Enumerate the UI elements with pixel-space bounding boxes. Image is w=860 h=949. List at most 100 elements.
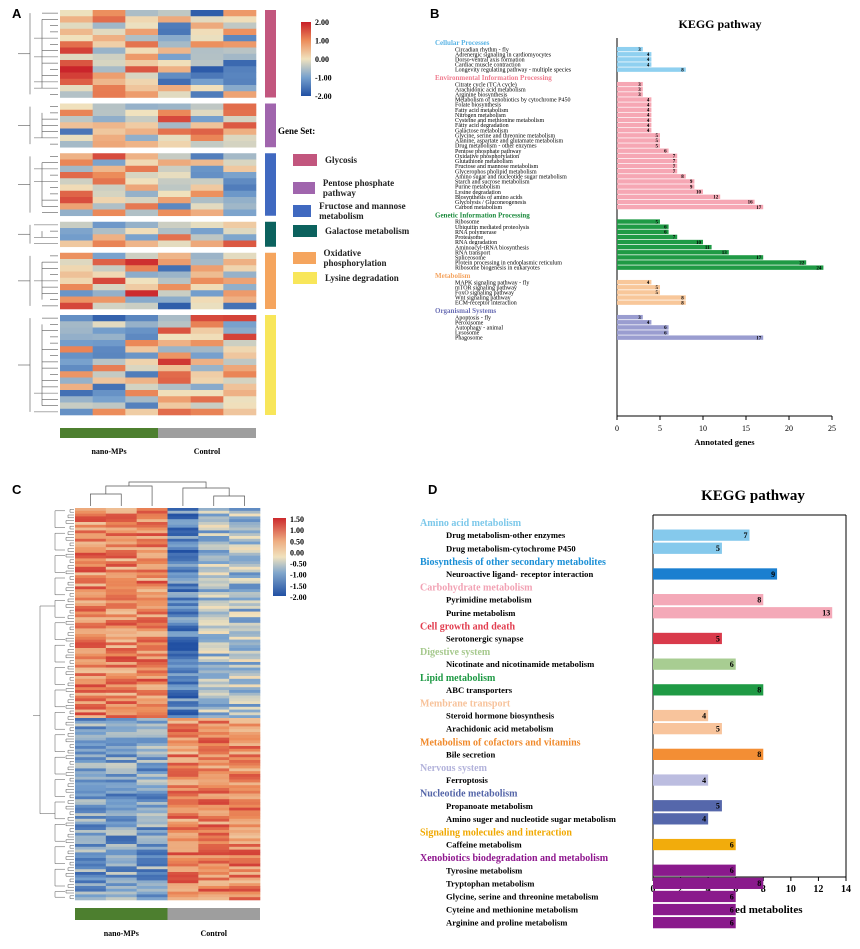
heatmap-cell (125, 234, 159, 241)
heatmap-cell (229, 872, 261, 876)
dendrogram-branch (65, 621, 74, 625)
heatmap-cell (75, 510, 107, 514)
bar (653, 529, 750, 541)
heatmap-cell (105, 597, 137, 601)
bar-label: Biosynthesis of amino acids (455, 194, 523, 201)
bar-label: Pentose phosphate pathway (455, 149, 521, 155)
heatmap-cell (125, 346, 159, 353)
bar-value: 17 (756, 336, 762, 341)
heatmap-cell (60, 408, 93, 416)
bar-label: Amino suger and nucleotide sugar metabol… (446, 814, 617, 824)
heatmap-cell (223, 240, 257, 248)
bar-label: Dorso-ventral axis formation (455, 57, 525, 64)
bar-label: Autophagy - animal (455, 326, 503, 332)
bar-label: Longevity regulating pathway - multiple … (455, 68, 572, 74)
heatmap-cell (136, 771, 168, 775)
category-header: Xenobiotics biodegradation and metabolis… (420, 853, 609, 864)
gene-set-legend-item: Fructose and mannose metabolism (293, 201, 420, 221)
heatmap-cell (190, 10, 224, 17)
heatmap-cell (167, 841, 199, 845)
heatmap-cell (75, 569, 107, 573)
bar-value: 6 (664, 225, 667, 230)
heatmap-cell (198, 524, 230, 528)
heatmap-cell (158, 60, 191, 67)
heatmap-cell (190, 259, 224, 266)
heatmap-cell (167, 508, 199, 512)
heatmap-cell (75, 592, 107, 596)
heatmap-cell (125, 53, 159, 61)
heatmap-cell (136, 544, 168, 548)
bar (617, 87, 643, 92)
heatmap-cell (190, 221, 224, 229)
heatmap-cell (190, 190, 224, 198)
heatmap-cell (136, 838, 168, 842)
heatmap-cell (190, 240, 224, 248)
legend-swatch (293, 154, 317, 166)
heatmap-cell (136, 734, 168, 738)
heatmap-cell (92, 321, 126, 328)
heatmap-cell (105, 636, 137, 640)
bar-label: Arachidonic acid metabolism (455, 87, 526, 93)
bar (617, 148, 669, 153)
dendrogram-branch (69, 626, 74, 631)
heatmap-cell (223, 47, 257, 55)
heatmap-cell (136, 897, 168, 901)
heatmap-cell (136, 718, 168, 722)
heatmap-cell (229, 866, 261, 870)
heatmap-cell (105, 522, 137, 526)
heatmap-cell (92, 290, 126, 297)
bar (617, 279, 652, 285)
heatmap-cell (158, 284, 191, 291)
heatmap-cell (223, 408, 257, 416)
heatmap-cell (105, 729, 137, 733)
heatmap-cell (229, 580, 261, 584)
heatmap-cell (198, 636, 230, 640)
heatmap-cell (229, 541, 261, 545)
heatmap-cell (198, 894, 230, 898)
heatmap-cell (136, 706, 168, 710)
heatmap-cell (190, 265, 224, 272)
heatmap-cell (105, 622, 137, 626)
heatmap-cell (223, 35, 257, 42)
heatmap-cell (190, 141, 224, 148)
heatmap-cell (92, 178, 126, 185)
heatmap-cell (136, 748, 168, 752)
heatmap-cell (60, 72, 93, 80)
heatmap-cell (105, 580, 137, 584)
heatmap-cell (223, 290, 257, 297)
heatmap-cell (136, 883, 168, 887)
heatmap-cell (75, 533, 107, 537)
bar-value: 5 (656, 134, 659, 139)
heatmap-cell (198, 664, 230, 668)
dendrogram-branch (69, 861, 74, 866)
group-color-bar (167, 908, 260, 920)
heatmap-cell (105, 734, 137, 738)
heatmap-cell (105, 866, 137, 870)
heatmap-cell (167, 824, 199, 828)
heatmap-cell (198, 762, 230, 766)
heatmap-cell (105, 667, 137, 671)
dendrogram-branch (67, 581, 74, 586)
heatmap-cell (229, 508, 261, 512)
heatmap-cell (229, 544, 261, 548)
heatmap-cell (198, 709, 230, 713)
heatmap-cell (167, 597, 199, 601)
heatmap-cell (229, 888, 261, 892)
heatmap-cell (198, 785, 230, 789)
heatmap-cell (158, 91, 191, 98)
heatmap-cell (75, 558, 107, 562)
dendrogram-branch (67, 817, 74, 821)
heatmap-cell (198, 748, 230, 752)
bar (653, 542, 722, 554)
heatmap-cell (136, 516, 168, 520)
heatmap-cell (136, 617, 168, 621)
heatmap-cell (105, 799, 137, 803)
heatmap-cell (75, 835, 107, 839)
heatmap-cell (105, 706, 137, 710)
heatmap-cell (167, 779, 199, 783)
bar-value: 3 (638, 88, 641, 93)
heatmap-cell (75, 547, 107, 551)
heatmap-cell (198, 835, 230, 839)
category-header: Environmental Information Processing (435, 74, 552, 82)
